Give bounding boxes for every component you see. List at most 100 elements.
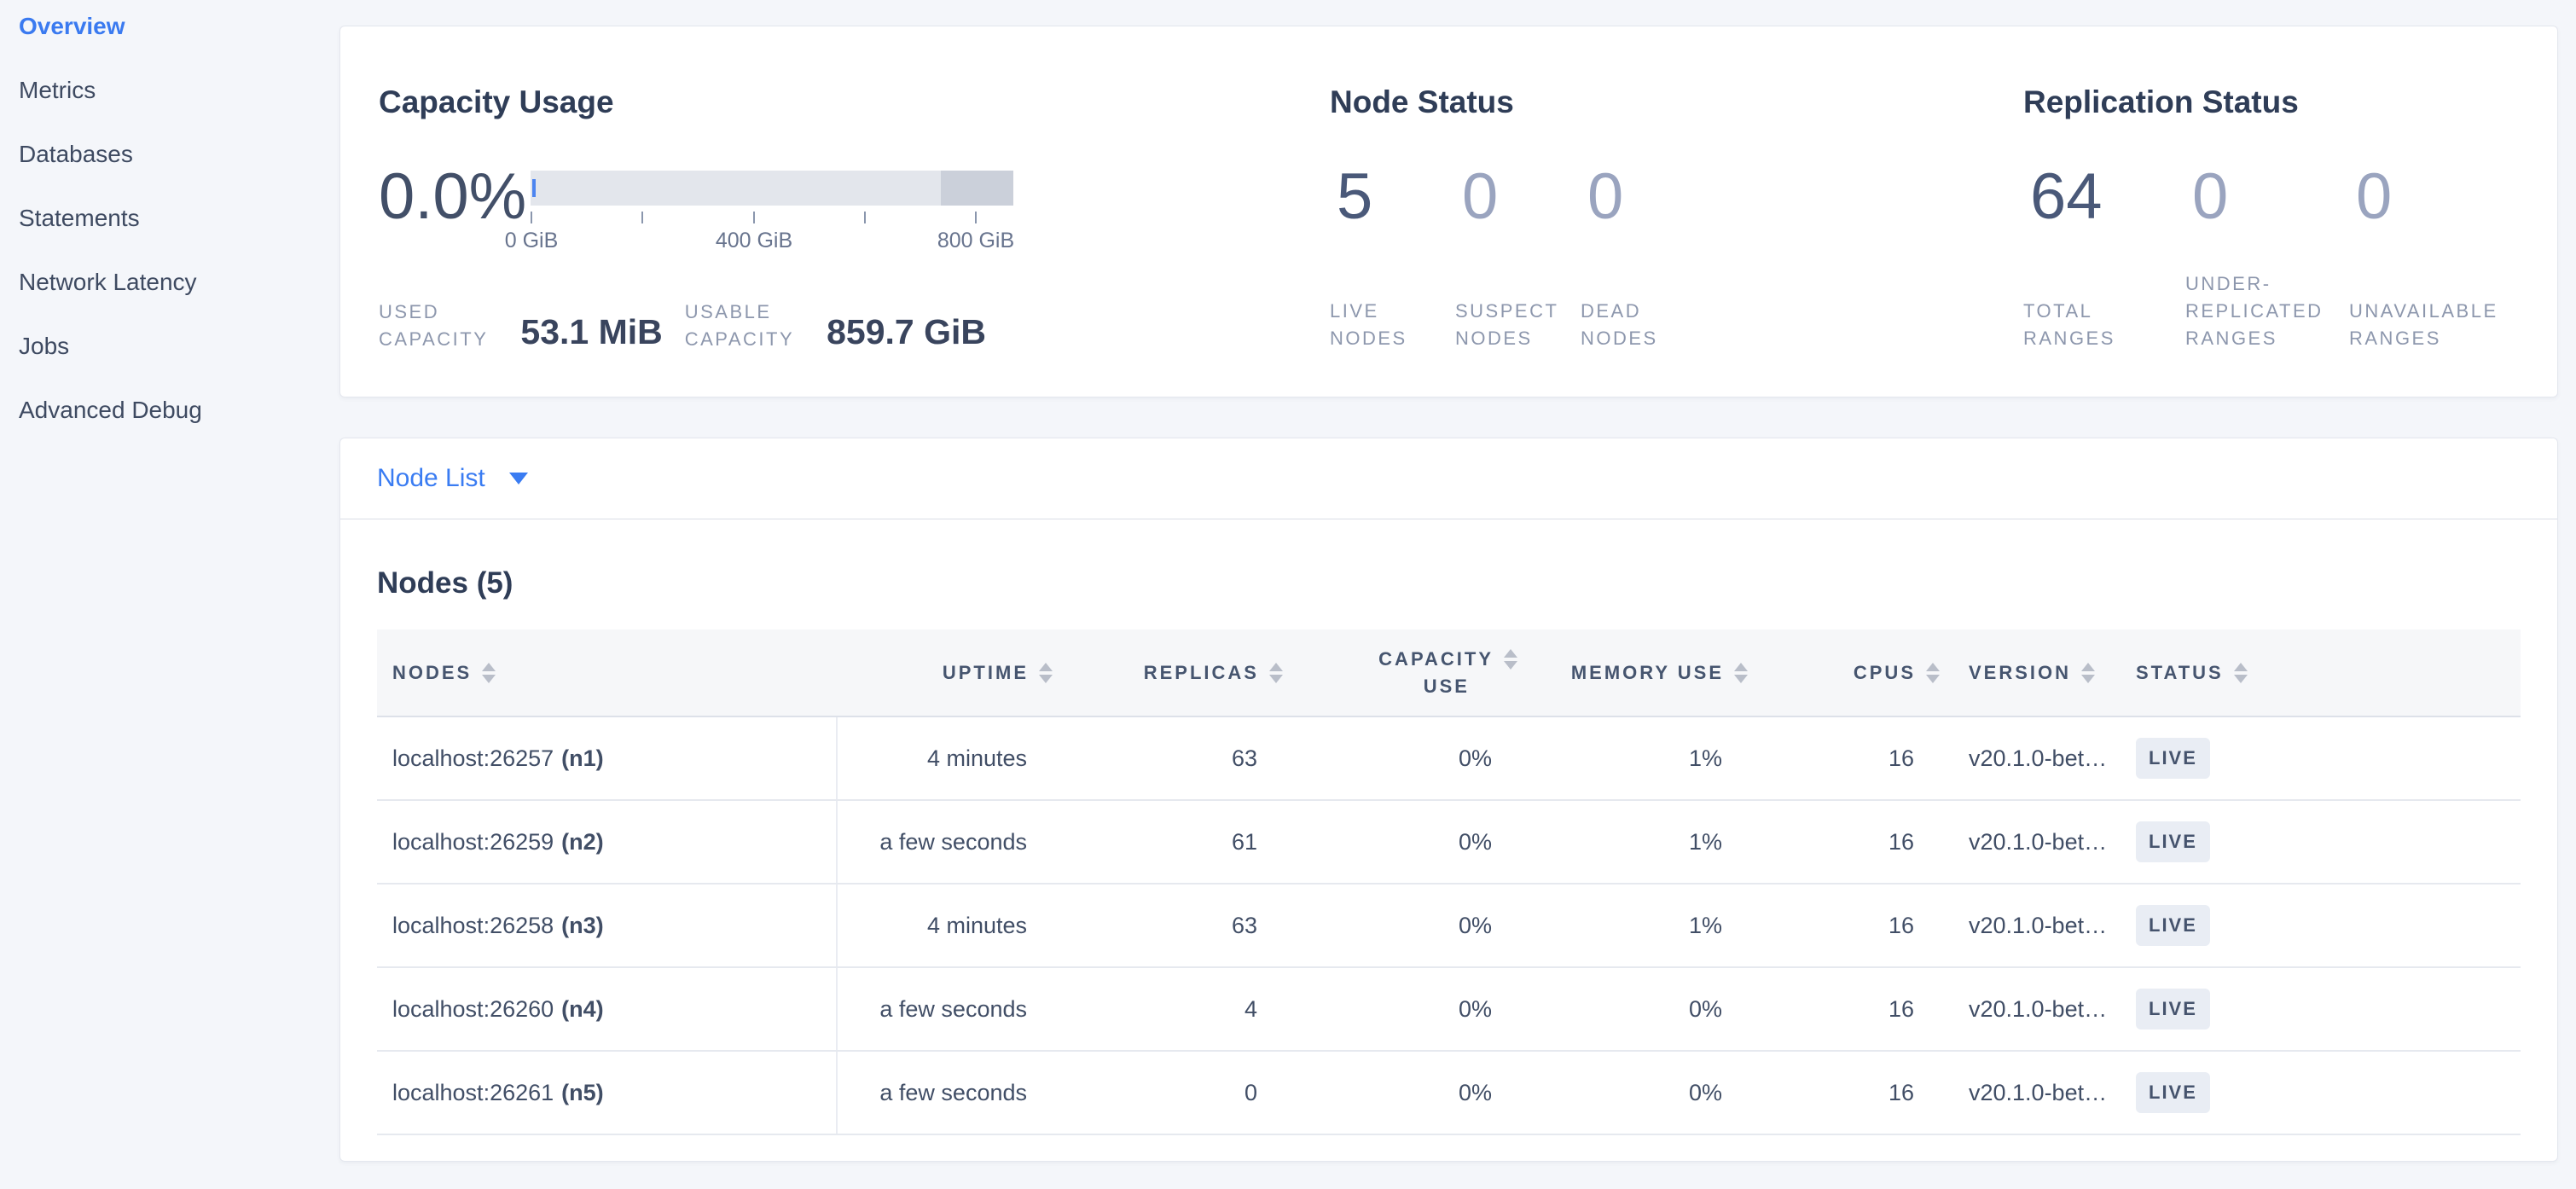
capacity-usage-section: Capacity Usage 0.0% <box>379 26 1330 397</box>
sidebar-item-metrics[interactable]: Metrics <box>19 76 96 103</box>
node-capacity-use: 0% <box>1458 995 1492 1022</box>
nodes-table-title: Nodes (5) <box>377 566 513 600</box>
node-address[interactable]: localhost:26259 <box>392 828 554 855</box>
node-cpus: 16 <box>1888 828 1914 855</box>
usable-capacity-value: 859.7 GiB <box>827 312 987 351</box>
node-memory-use: 1% <box>1688 912 1722 938</box>
header-replicas[interactable]: REPLICAS <box>1059 662 1290 684</box>
sidebar-item-statements[interactable]: Statements <box>19 204 140 231</box>
status-badge: LIVE <box>2136 821 2210 862</box>
used-capacity-stat: USED CAPACITY 53.1 MiB <box>379 299 663 353</box>
axis-label-0gib: 0 GiB <box>504 229 559 252</box>
node-capacity-use: 0% <box>1458 828 1492 855</box>
node-uptime: 4 minutes <box>926 745 1027 771</box>
usable-capacity-label-line1: USABLE <box>684 301 772 322</box>
node-replicas: 63 <box>1231 745 1257 771</box>
node-replicas: 61 <box>1231 828 1257 855</box>
table-row-node-3[interactable]: localhost:26258 (n3) 4 minutes 63 0% 1% … <box>377 884 2521 968</box>
live-nodes-count: 5 <box>1337 160 1373 233</box>
nodes-table-section: Nodes (5) NODES UPTIME REPLICAS <box>340 567 2557 1135</box>
header-uptime[interactable]: UPTIME <box>838 662 1059 684</box>
node-replicas: 63 <box>1231 912 1257 938</box>
node-uptime: 4 minutes <box>926 912 1027 938</box>
node-uptime: a few seconds <box>879 995 1027 1022</box>
main-content: Capacity Usage 0.0% <box>339 0 2558 1162</box>
node-id: (n5) <box>561 1079 604 1105</box>
node-version: v20.1.0-bet… <box>1969 995 2108 1022</box>
node-address[interactable]: localhost:26258 <box>392 912 554 938</box>
status-badge: LIVE <box>2136 1072 2210 1113</box>
node-list-dropdown[interactable]: Node List <box>340 438 2557 519</box>
status-badge: LIVE <box>2136 989 2210 1030</box>
sidebar-item-network-latency[interactable]: Network Latency <box>19 268 197 295</box>
node-id: (n1) <box>561 745 604 771</box>
node-version: v20.1.0-bet… <box>1969 745 2108 771</box>
sidebar: Overview Metrics Databases Statements Ne… <box>0 0 339 1189</box>
capacity-axis-labels: 0 GiB 400 GiB 800 GiB <box>505 229 1014 252</box>
sort-icon <box>1734 662 1748 683</box>
node-cpus: 16 <box>1888 1079 1914 1105</box>
node-memory-use: 0% <box>1688 995 1722 1022</box>
status-badge: LIVE <box>2136 905 2210 946</box>
node-id: (n2) <box>561 828 604 855</box>
cluster-summary-card: Capacity Usage 0.0% <box>339 26 2558 397</box>
node-uptime: a few seconds <box>879 828 1027 855</box>
header-nodes[interactable]: NODES <box>377 662 838 684</box>
table-row-node-4[interactable]: localhost:26260 (n4) a few seconds 4 0% … <box>377 968 2521 1052</box>
unavailable-ranges-label: UNAVAILABLE RANGES <box>2349 300 2498 349</box>
node-list-dropdown-label: Node List <box>377 464 485 492</box>
node-address[interactable]: localhost:26260 <box>392 995 554 1022</box>
sidebar-item-overview[interactable]: Overview <box>19 12 125 39</box>
status-badge: LIVE <box>2136 738 2210 779</box>
node-version: v20.1.0-bet… <box>1969 1079 2108 1105</box>
under-replicated-ranges-label: UNDER- REPLICATED RANGES <box>2185 273 2324 349</box>
replication-status-section: Replication Status 64 0 0 TOTAL RANGES U… <box>2023 26 2557 397</box>
table-row-node-5[interactable]: localhost:26261 (n5) a few seconds 0 0% … <box>377 1052 2521 1135</box>
node-replicas: 4 <box>1244 995 1257 1022</box>
unavailable-ranges-count: 0 <box>2356 160 2393 233</box>
capacity-used-marker <box>532 179 536 197</box>
used-capacity-label-line1: USED <box>379 301 440 322</box>
table-row-node-2[interactable]: localhost:26259 (n2) a few seconds 61 0%… <box>377 801 2521 884</box>
sidebar-item-advanced-debug[interactable]: Advanced Debug <box>19 396 202 423</box>
node-memory-use: 1% <box>1688 828 1722 855</box>
header-status[interactable]: STATUS <box>2134 662 2521 684</box>
node-capacity-use: 0% <box>1458 912 1492 938</box>
node-address[interactable]: localhost:26257 <box>392 745 554 771</box>
header-version[interactable]: VERSION <box>1947 662 2134 684</box>
node-cpus: 16 <box>1888 745 1914 771</box>
nodes-table-header: NODES UPTIME REPLICAS CAPAC <box>377 629 2521 717</box>
node-status-section: Node Status 5 0 0 LIVE NODES SUSPECT NOD… <box>1330 26 2023 397</box>
node-id: (n3) <box>561 912 604 938</box>
used-capacity-label-line2: CAPACITY <box>379 328 489 350</box>
node-status-title: Node Status <box>1330 84 1514 119</box>
capacity-bar <box>531 171 1013 206</box>
header-capacity-use[interactable]: CAPACITY USE <box>1290 648 1524 698</box>
total-ranges-label: TOTAL RANGES <box>2023 300 2115 349</box>
dead-nodes-label: DEAD NODES <box>1581 300 1658 349</box>
sidebar-item-jobs[interactable]: Jobs <box>19 332 70 359</box>
chevron-down-icon <box>508 473 528 484</box>
live-nodes-label: LIVE NODES <box>1330 300 1407 349</box>
used-capacity-value: 53.1 MiB <box>520 312 663 351</box>
node-list-card: Node List Nodes (5) NODES UPTIME REPLICA… <box>339 438 2558 1162</box>
node-id: (n4) <box>561 995 604 1022</box>
header-cpus[interactable]: CPUS <box>1755 662 1947 684</box>
usable-capacity-stat: USABLE CAPACITY 859.7 GiB <box>685 299 986 353</box>
capacity-axis-ticks <box>531 212 977 223</box>
sort-icon <box>482 662 496 683</box>
node-address[interactable]: localhost:26261 <box>392 1079 554 1105</box>
sidebar-item-databases[interactable]: Databases <box>19 140 133 167</box>
usable-capacity-label-line2: CAPACITY <box>684 328 795 350</box>
capacity-bar-tail-segment <box>941 171 1013 206</box>
suspect-nodes-label: SUSPECT NODES <box>1455 300 1559 349</box>
axis-label-400gib: 400 GiB <box>715 229 793 252</box>
header-memory-use[interactable]: MEMORY USE <box>1524 662 1755 684</box>
dead-nodes-count: 0 <box>1587 160 1624 233</box>
sort-icon <box>1269 662 1283 683</box>
table-row-node-1[interactable]: localhost:26257 (n1) 4 minutes 63 0% 1% … <box>377 717 2521 801</box>
node-capacity-use: 0% <box>1458 745 1492 771</box>
sort-icon <box>2233 662 2248 683</box>
node-uptime: a few seconds <box>879 1079 1027 1105</box>
capacity-bar-chart: 0 GiB 400 GiB 800 GiB <box>505 165 1014 252</box>
